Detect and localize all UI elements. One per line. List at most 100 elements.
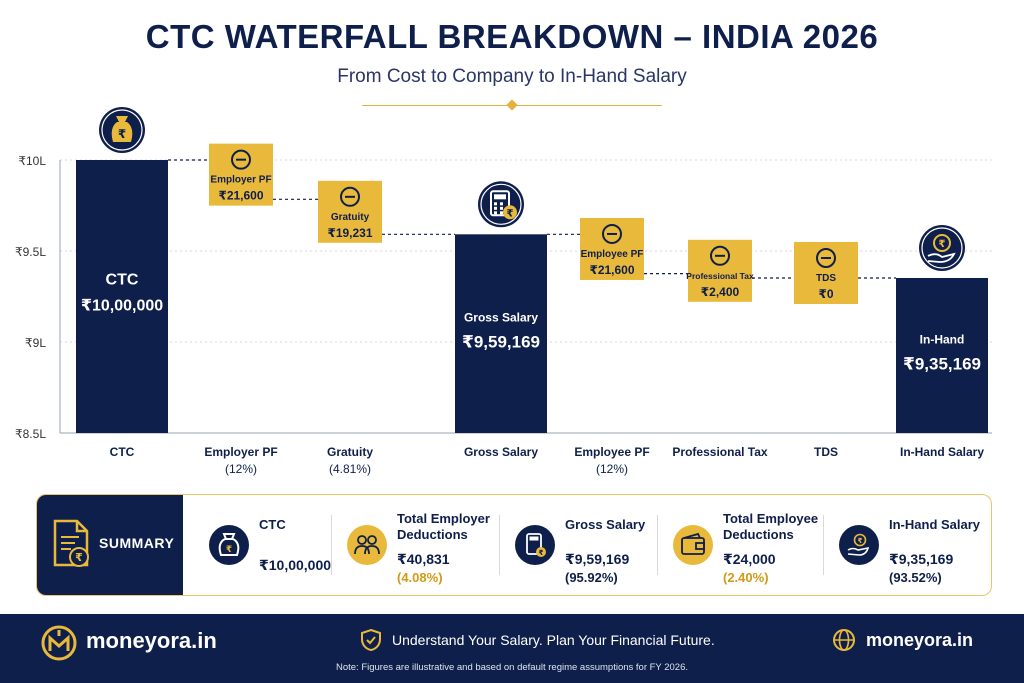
moneyora-logo-icon	[41, 625, 77, 661]
bar-inner-label: Professional Tax	[686, 271, 754, 281]
bar-inner-label: In-Hand	[920, 332, 965, 346]
x-tick-label: Employee PF	[574, 445, 649, 459]
x-tick-label: (12%)	[596, 462, 628, 476]
y-tick-label: ₹10L	[18, 154, 46, 168]
bar-inner-label: TDS	[816, 273, 836, 284]
summary-item-value: ₹40,831	[397, 551, 450, 567]
footer-brand: moneyora.in	[86, 628, 217, 653]
x-tick-label: In-Hand Salary	[900, 445, 984, 459]
svg-text:₹: ₹	[858, 537, 863, 545]
calculator-icon: ₹	[478, 181, 524, 228]
summary-item: ₹ Gross Salary ₹9,59,169 (95.92%)	[515, 495, 665, 595]
bar-rect	[455, 234, 547, 433]
y-tick-label: ₹9L	[25, 336, 46, 350]
wallet-icon	[673, 525, 713, 565]
summary-separator	[499, 515, 500, 575]
bar-rect	[318, 180, 382, 243]
bar-inner-label: Gratuity	[331, 212, 370, 223]
people-icon	[347, 525, 387, 565]
bar-rect	[76, 160, 168, 433]
shield-check-icon	[361, 628, 381, 652]
bar-inner-value: ₹2,400	[701, 285, 740, 299]
bar-inner-label: Employee PF	[581, 249, 644, 260]
summary-item-title: Total Employer Deductions	[397, 511, 490, 542]
minus-circle-icon	[602, 223, 622, 244]
footer-note: Note: Figures are illustrative and based…	[335, 662, 689, 673]
footer-website-link[interactable]: moneyora.in	[866, 630, 974, 650]
minus-circle-icon	[340, 186, 360, 207]
bar-professional-tax: Professional Tax ₹2,400 Professional Tax	[672, 239, 768, 459]
summary-panel: ₹ SUMMARY ₹ CTC ₹10,00,000 Total Employer De…	[36, 494, 992, 596]
x-tick-label: (12%)	[225, 462, 257, 476]
minus-circle-icon	[816, 247, 836, 268]
bar-rect	[209, 143, 273, 206]
x-tick-label: Gratuity	[327, 445, 373, 459]
summary-item: ₹ CTC ₹10,00,000	[209, 495, 359, 595]
bar-rect	[794, 241, 858, 304]
bar-inner-label: CTC	[106, 272, 139, 289]
footer: moneyora.in Understand Your Salary. Plan…	[0, 614, 1024, 683]
summary-item-percent: (4.08%)	[397, 570, 443, 585]
bar-inner-value: ₹10,00,000	[81, 298, 163, 315]
svg-text:₹: ₹	[75, 551, 83, 564]
globe-icon	[833, 629, 855, 651]
svg-text:₹: ₹	[118, 127, 126, 141]
summary-item-percent: (93.52%)	[889, 570, 942, 585]
y-tick-label: ₹8.5L	[15, 427, 46, 441]
summary-item-title: In-Hand Salary	[889, 517, 981, 532]
bar-gross-salary: Gross Salary ₹9,59,169 ₹ Gross Salary	[455, 181, 547, 459]
hand-rupee-icon: ₹	[919, 224, 965, 271]
bar-employer-pf: Employer PF ₹21,600 Employer PF (12%)	[204, 143, 278, 476]
minus-circle-icon	[710, 245, 730, 266]
page-title: CTC WATERFALL BREAKDOWN – INDIA 2026	[145, 18, 879, 55]
bar-rect	[580, 217, 644, 280]
summary-heading: SUMMARY	[99, 535, 175, 551]
summary-item-value: ₹24,000	[723, 551, 776, 567]
y-tick-label: ₹9.5L	[15, 245, 46, 259]
x-tick-label: CTC	[110, 445, 135, 459]
x-tick-label: (4.81%)	[329, 462, 371, 476]
footer-tagline: Understand Your Salary. Plan Your Financ…	[392, 632, 715, 648]
summary-separator	[331, 515, 332, 575]
svg-text:₹: ₹	[939, 239, 946, 250]
bar-inner-label: Gross Salary	[464, 311, 538, 325]
bar-employee-pf: Employee PF ₹21,600 Employee PF (12%)	[574, 217, 650, 476]
bar-inner-value: ₹19,231	[327, 226, 372, 240]
svg-text:₹: ₹	[226, 545, 232, 555]
summary-item-title: Gross Salary	[565, 517, 646, 532]
svg-text:₹: ₹	[539, 549, 544, 557]
bar-inner-value: ₹0	[818, 287, 833, 301]
summary-item: ₹ In-Hand Salary ₹9,35,169 (93.52%)	[839, 495, 989, 595]
bar-inner-value: ₹9,59,169	[462, 333, 540, 352]
bar-in-hand-salary: In-Hand ₹9,35,169 ₹ In-Hand Salary	[896, 224, 988, 459]
x-tick-label: Professional Tax	[672, 445, 767, 459]
summary-item: Total Employee Deductions ₹24,000 (2.40%)	[673, 495, 823, 595]
calculator-icon: ₹	[515, 525, 555, 565]
document-rupee-icon: ₹	[53, 519, 89, 567]
summary-item-percent: (2.40%)	[723, 570, 769, 585]
money-bag-icon: ₹	[209, 525, 249, 565]
summary-item: Total Employer Deductions ₹40,831 (4.08%)	[347, 495, 497, 595]
x-tick-label: TDS	[814, 445, 838, 459]
minus-circle-icon	[231, 149, 251, 170]
hand-rupee-icon: ₹	[839, 525, 879, 565]
bar-gratuity: Gratuity ₹19,231 Gratuity (4.81%)	[318, 180, 382, 476]
summary-item-value: ₹10,00,000	[259, 557, 332, 573]
bar-inner-value: ₹9,35,169	[903, 354, 981, 373]
bar-inner-label: Employer PF	[210, 175, 271, 186]
svg-text:₹: ₹	[507, 208, 514, 219]
waterfall-chart: ₹10L ₹9.5L ₹9L ₹8.5L CTC ₹10,00,000 ₹ CTC Employ…	[15, 107, 992, 476]
summary-item-title: CTC	[259, 517, 286, 532]
bar-inner-value: ₹21,600	[218, 189, 263, 203]
summary-separator	[657, 515, 658, 575]
bar-rect	[896, 277, 988, 433]
bar-rect	[688, 239, 752, 302]
summary-item-value: ₹9,59,169	[565, 551, 630, 567]
page-subtitle: From Cost to Company to In-Hand Salary	[337, 66, 687, 87]
summary-item-title: Total Employee Deductions	[723, 511, 819, 542]
money-bag-icon: ₹	[99, 107, 145, 153]
bar-ctc: CTC ₹10,00,000 ₹ CTC	[76, 107, 168, 459]
bar-tds: TDS ₹0 TDS	[794, 241, 858, 459]
bar-inner-value: ₹21,600	[589, 263, 634, 277]
summary-item-value: ₹9,35,169	[889, 551, 954, 567]
